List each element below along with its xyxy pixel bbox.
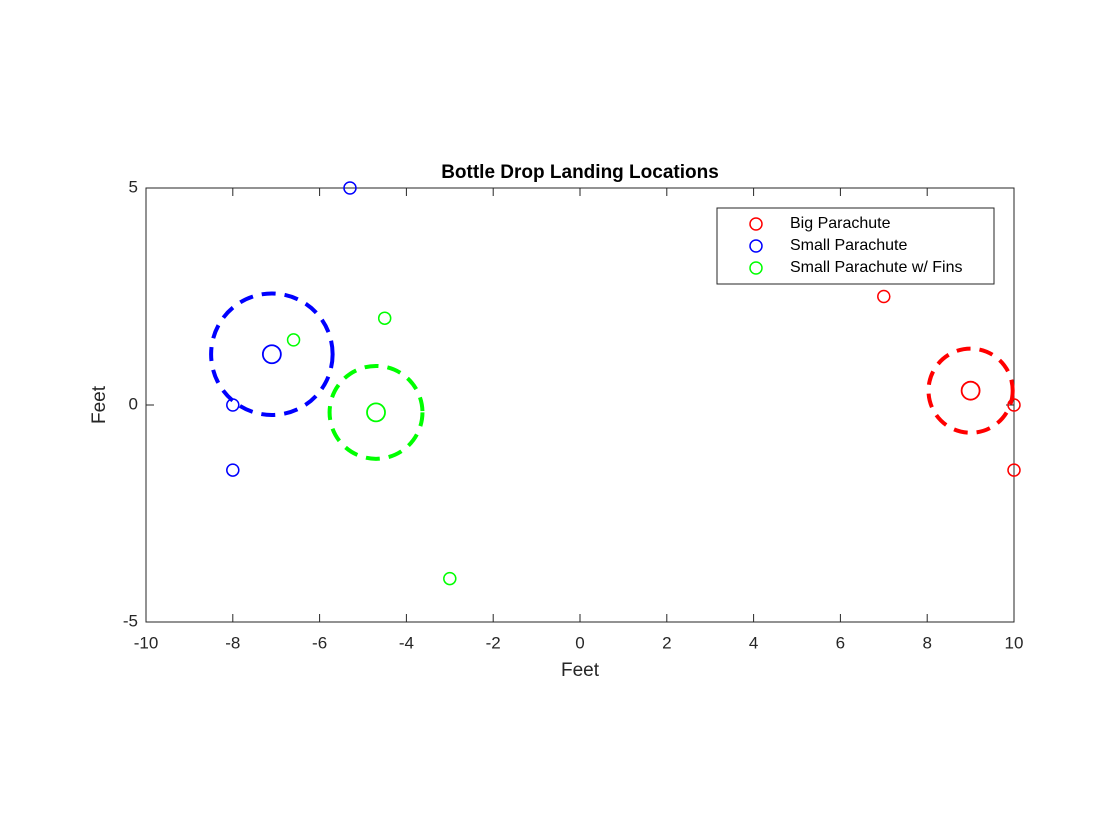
point (286, 333, 301, 347)
y-tick-label: -5 (123, 611, 138, 630)
point (226, 463, 240, 477)
chart-title: Bottle Drop Landing Locations (441, 162, 719, 183)
mean-point (261, 344, 282, 365)
point (877, 289, 891, 304)
x-tick-label: -8 (225, 633, 240, 652)
x-tick-label: 10 (1005, 633, 1024, 652)
point (1007, 398, 1021, 412)
x-tick-label: -10 (134, 633, 159, 652)
legend-marker (749, 239, 763, 253)
point (1007, 463, 1021, 477)
x-tick-label: 6 (836, 633, 845, 652)
mean-point (366, 402, 386, 423)
legend-marker (749, 217, 763, 231)
x-tick-label: -2 (486, 633, 501, 652)
point (377, 311, 392, 325)
point (443, 571, 457, 586)
legend-label: Big Parachute (790, 215, 891, 232)
x-axis-label: Feet (561, 660, 600, 681)
spread-circle (327, 363, 425, 461)
x-tick-label: 8 (922, 633, 931, 652)
legend-label: Small Parachute (790, 237, 907, 254)
spread-circle (209, 291, 335, 417)
legend (716, 207, 995, 285)
point (343, 181, 357, 195)
spread-circle (926, 346, 1015, 435)
y-tick-label: 0 (129, 394, 138, 413)
y-tick-label: 5 (129, 177, 138, 196)
x-tick-label: -6 (312, 633, 327, 652)
mean-point (960, 380, 981, 401)
x-tick-label: -4 (399, 633, 414, 652)
legend-marker (749, 261, 763, 275)
x-tick-label: 0 (575, 633, 584, 652)
y-axis-label: Feet (89, 385, 110, 424)
x-tick-label: 2 (662, 633, 671, 652)
legend-label: Small Parachute w/ Fins (790, 259, 963, 276)
x-tick-label: 4 (749, 633, 758, 652)
